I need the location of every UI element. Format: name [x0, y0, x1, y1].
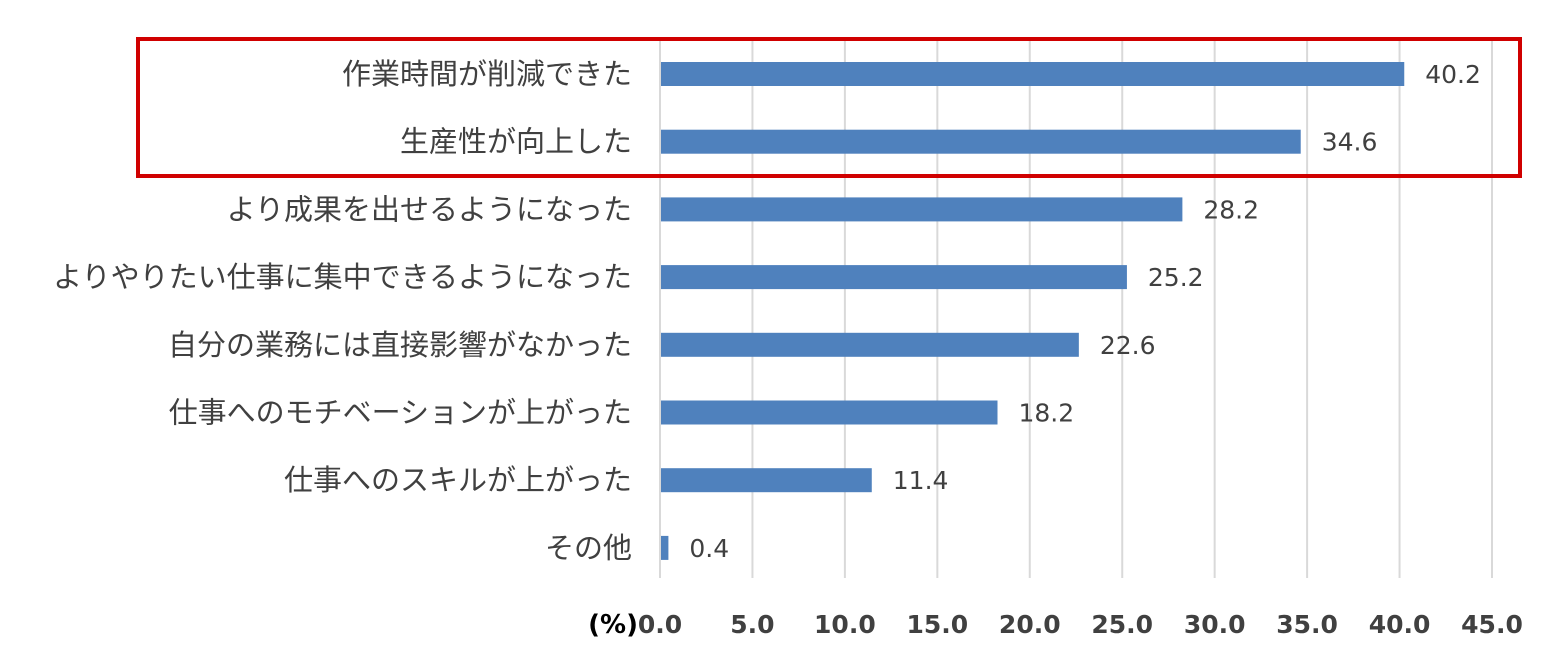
bar: [661, 535, 669, 560]
category-label: 作業時間が削減できた: [342, 57, 632, 91]
bar: [661, 265, 1127, 290]
x-tick-label: 40.0: [1369, 610, 1431, 639]
category-label: 自分の業務には直接影響がなかった: [168, 328, 632, 362]
bar: [661, 197, 1183, 222]
category-label: 仕事へのスキルが上がった: [284, 463, 632, 497]
x-axis-unit-label: (%): [588, 610, 638, 640]
x-tick-label: 0.0: [638, 610, 682, 639]
data-label: 25.2: [1148, 263, 1204, 292]
x-tick-label: 5.0: [730, 610, 774, 639]
bar: [661, 468, 872, 493]
category-label: より成果を出せるようになった: [227, 192, 632, 226]
category-label: 仕事へのモチベーションが上がった: [169, 396, 632, 430]
x-tick-label: 30.0: [1184, 610, 1246, 639]
category-labels: 作業時間が削減できた生産性が向上したより成果を出せるようになったよりやりたい仕事…: [53, 57, 632, 565]
value-labels: 40.2 34.6 28.2 25.2 22.6 18.2 11.4 0.4: [689, 60, 1481, 563]
x-tick-label: 20.0: [999, 610, 1061, 639]
category-label: よりやりたい仕事に集中できるようになった: [53, 260, 632, 294]
bar: [661, 129, 1301, 154]
highlight-box: [136, 37, 1522, 178]
data-label: 40.2: [1425, 60, 1481, 89]
data-label: 18.2: [1018, 399, 1074, 428]
bars: [661, 62, 1405, 560]
data-label: 34.6: [1322, 128, 1378, 157]
bar: [661, 62, 1405, 86]
x-tick-label: 25.0: [1091, 610, 1153, 639]
data-label: 0.4: [689, 534, 729, 563]
bar: [661, 400, 998, 425]
grid-lines: [659, 40, 1493, 578]
data-label: 28.2: [1203, 195, 1259, 224]
category-label: その他: [545, 531, 632, 565]
x-tick-label: 15.0: [906, 610, 968, 639]
category-label: 生産性が向上した: [400, 125, 632, 159]
x-tick-label: 45.0: [1461, 610, 1523, 639]
x-tick-label: 35.0: [1276, 610, 1338, 639]
x-tick-label: 10.0: [814, 610, 876, 639]
data-label: 22.6: [1100, 331, 1156, 360]
data-label: 11.4: [893, 466, 949, 495]
x-axis-tick-labels: 0.0 5.0 10.0 15.0 20.0 25.0 30.0 35.0 40.0 45.0: [638, 610, 1523, 639]
bar: [661, 332, 1079, 357]
